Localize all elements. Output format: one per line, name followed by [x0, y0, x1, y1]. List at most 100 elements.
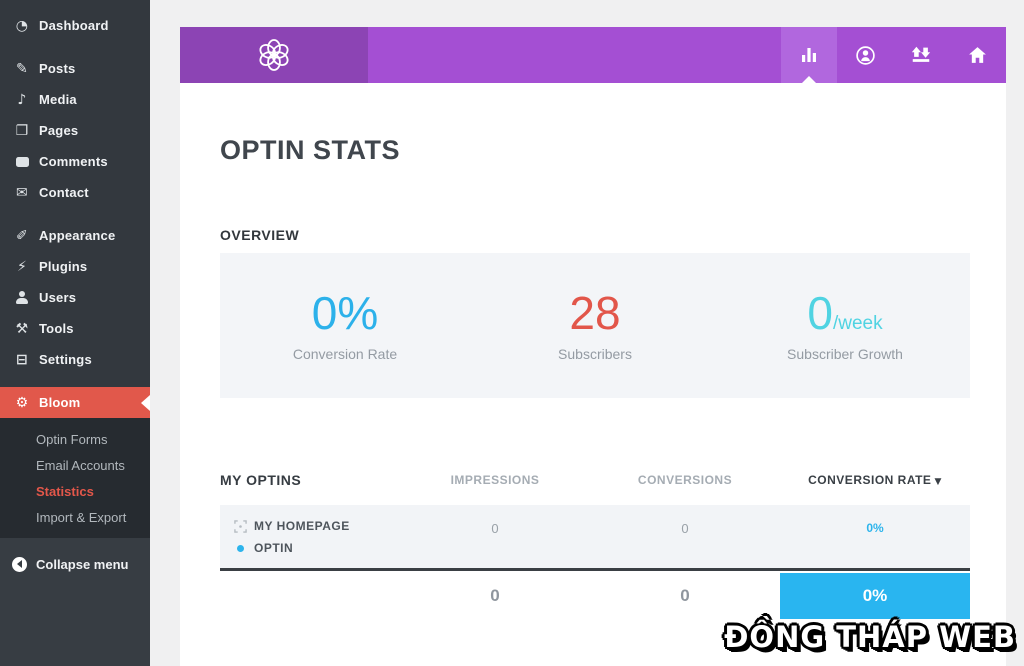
- row-conversion-rate-value: 0%: [866, 521, 884, 535]
- sidebar-item-label: Plugins: [39, 259, 88, 274]
- brush-icon: ✐: [16, 227, 28, 244]
- overview-heading: OVERVIEW: [220, 227, 300, 243]
- import-export-icon: [911, 46, 931, 62]
- sidebar-item-label: Pages: [39, 123, 79, 138]
- bloom-logo: [180, 27, 368, 83]
- active-tab-notch: [802, 76, 816, 83]
- media-icon: ♪: [17, 91, 27, 108]
- tab-import-export[interactable]: [893, 27, 949, 83]
- stat-suffix: /week: [832, 312, 883, 334]
- sidebar-item-settings[interactable]: ⊟ Settings: [0, 344, 150, 375]
- totals-row: 0 0 0%: [220, 573, 970, 619]
- tab-account[interactable]: [837, 27, 893, 83]
- sidebar-item-label: Contact: [39, 185, 89, 200]
- tab-statistics[interactable]: [781, 27, 837, 83]
- submenu-item-statistics[interactable]: Statistics: [0, 478, 150, 504]
- optin-name-cell: MY HOMEPAGE OPTIN: [220, 505, 400, 568]
- submenu-label: Email Accounts: [36, 457, 125, 473]
- sidebar-item-label: Dashboard: [39, 18, 109, 33]
- sidebar-item-comments[interactable]: Comments: [0, 146, 150, 177]
- sidebar-item-dashboard[interactable]: ◔ Dashboard: [0, 10, 150, 41]
- plugin-icon: ⚡: [16, 258, 28, 275]
- sidebar-item-label: Settings: [39, 352, 92, 367]
- stat-label: Conversion Rate: [292, 345, 398, 362]
- stat-value: 0: [807, 286, 833, 339]
- submenu-item-email-accounts[interactable]: Email Accounts: [0, 452, 150, 478]
- collapse-arrow-icon: [12, 556, 27, 572]
- submenu-item-optin-forms[interactable]: Optin Forms: [0, 426, 150, 452]
- column-impressions[interactable]: IMPRESSIONS: [450, 473, 540, 487]
- stat-conversion-rate: 0% Conversion Rate: [220, 290, 470, 362]
- row-conversions-value: 0: [681, 521, 689, 536]
- sidebar-item-users[interactable]: Users: [0, 282, 150, 313]
- collapse-menu-button[interactable]: Collapse menu: [0, 550, 150, 578]
- column-label: CONVERSION RATE: [808, 473, 932, 487]
- sidebar-item-media[interactable]: ♪ Media: [0, 84, 150, 115]
- stat-subscriber-growth: 0/week Subscriber Growth: [720, 290, 970, 362]
- stat-subscribers: 28 Subscribers: [470, 290, 720, 362]
- column-conversion-rate[interactable]: CONVERSION RATE ▼: [780, 473, 970, 487]
- sidebar-item-pages[interactable]: ❐ Pages: [0, 115, 150, 146]
- home-icon: [968, 46, 986, 63]
- sidebar-item-label: Appearance: [39, 228, 116, 243]
- bloom-header-bar: [180, 27, 1006, 83]
- bloom-submenu: Optin Forms Email Accounts Statistics Im…: [0, 418, 150, 538]
- stat-value: 28: [569, 286, 621, 339]
- main-content: OPTIN STATS OVERVIEW 0% Conversion Rate …: [180, 83, 1006, 666]
- row-impressions-value: 0: [491, 521, 499, 536]
- sidebar-item-label: Users: [39, 290, 77, 305]
- sidebar-item-label: Tools: [39, 321, 74, 336]
- table-footer-divider: [220, 568, 970, 571]
- page-title: OPTIN STATS: [220, 135, 400, 165]
- sliders-icon: ⊟: [16, 351, 28, 368]
- optins-table-header: MY OPTINS IMPRESSIONS CONVERSIONS CONVER…: [220, 469, 970, 491]
- sidebar-item-bloom[interactable]: ⚙ Bloom: [0, 387, 150, 418]
- sort-down-icon: ▼: [934, 477, 942, 487]
- sidebar-item-plugins[interactable]: ⚡ Plugins: [0, 251, 150, 282]
- user-icon: [12, 291, 32, 304]
- optin-page-title: MY HOMEPAGE: [254, 519, 350, 533]
- sidebar-item-contact[interactable]: ✉ Contact: [0, 177, 150, 208]
- stat-value: 0%: [311, 286, 379, 339]
- active-menu-arrow: [141, 394, 150, 411]
- total-conversion-rate-cell: 0%: [780, 573, 970, 619]
- submenu-item-import-export[interactable]: Import & Export: [0, 504, 150, 530]
- envelope-icon: ✉: [16, 184, 28, 201]
- tab-home[interactable]: [949, 27, 1005, 83]
- admin-sidebar: ◔ Dashboard ✎ Posts ♪ Media ❐ Pages Comm…: [0, 0, 150, 666]
- sidebar-item-label: Media: [39, 92, 77, 107]
- stats-bars-icon: [802, 48, 816, 62]
- optin-type-label: OPTIN: [254, 541, 294, 555]
- total-impressions: 0: [490, 586, 500, 605]
- stat-label: Subscriber Growth: [787, 345, 903, 362]
- selection-frame-icon: [230, 519, 250, 533]
- sidebar-item-posts[interactable]: ✎ Posts: [0, 53, 150, 84]
- stat-label: Subscribers: [558, 345, 632, 362]
- header-tabs: [781, 27, 1005, 83]
- total-conversions: 0: [680, 586, 690, 605]
- sidebar-item-label: Bloom: [39, 395, 81, 410]
- sidebar-item-label: Comments: [39, 154, 108, 169]
- comment-bubble-icon: [12, 156, 32, 167]
- overview-panel: 0% Conversion Rate 28 Subscribers 0/week…: [220, 253, 970, 398]
- column-conversions[interactable]: CONVERSIONS: [637, 473, 733, 487]
- sidebar-item-appearance[interactable]: ✐ Appearance: [0, 220, 150, 251]
- wrench-icon: ⚒: [15, 320, 29, 337]
- bloom-flower-icon: [259, 39, 289, 71]
- optins-heading: MY OPTINS: [220, 472, 302, 488]
- submenu-label: Statistics: [36, 483, 94, 499]
- sidebar-item-label: Posts: [39, 61, 76, 76]
- account-icon: [855, 45, 875, 65]
- optin-type-dot-icon: [230, 544, 250, 552]
- pushpin-icon: ✎: [16, 60, 28, 77]
- submenu-label: Optin Forms: [36, 431, 108, 447]
- sidebar-item-tools[interactable]: ⚒ Tools: [0, 313, 150, 344]
- dashboard-icon: ◔: [15, 17, 29, 34]
- collapse-menu-label: Collapse menu: [36, 556, 129, 572]
- submenu-label: Import & Export: [36, 509, 127, 525]
- site-watermark: ĐỒNG THÁP WEB: [724, 620, 1016, 654]
- pages-icon: ❐: [15, 122, 29, 139]
- table-row: MY HOMEPAGE OPTIN 0 0 0%: [220, 505, 970, 568]
- admin-menu: ◔ Dashboard ✎ Posts ♪ Media ❐ Pages Comm…: [0, 0, 150, 418]
